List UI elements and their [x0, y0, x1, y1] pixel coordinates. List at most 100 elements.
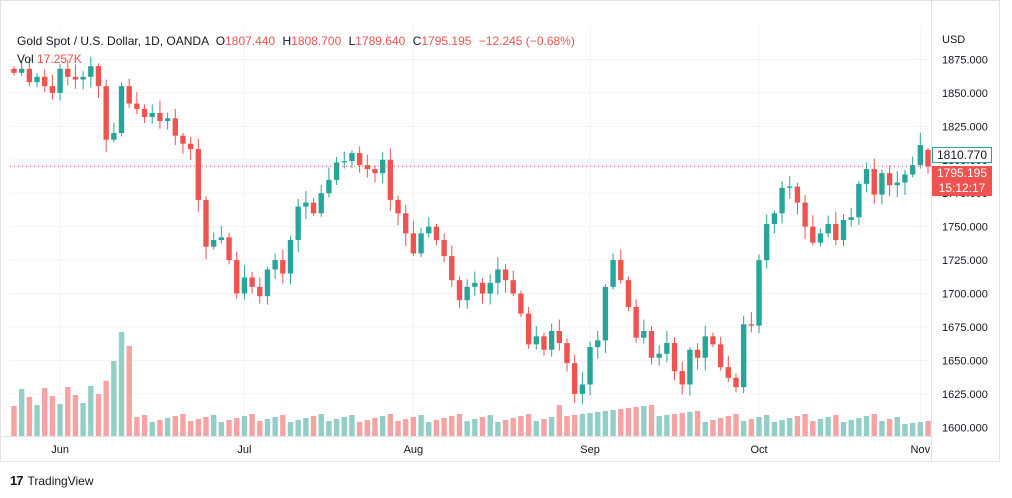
volume-bar — [533, 421, 539, 436]
y-tick-label: 1725.000 — [942, 255, 988, 267]
volume-bar — [333, 419, 340, 436]
low-value: 1789.640 — [355, 34, 406, 48]
candle-body — [495, 269, 501, 283]
candle-body — [264, 269, 271, 297]
volume-bar — [49, 396, 56, 436]
candle-body — [372, 169, 378, 174]
candle-body — [886, 173, 893, 186]
volume-bar — [72, 395, 79, 436]
candle-body — [310, 202, 317, 214]
volume-bar — [11, 406, 17, 436]
candle-body — [141, 108, 148, 117]
candle-body — [572, 363, 578, 394]
volume-bar — [80, 403, 86, 436]
candle-body — [164, 118, 171, 121]
candle-body — [825, 223, 831, 234]
volume-bar — [587, 413, 593, 436]
candle-body — [894, 182, 900, 186]
candle-body — [403, 213, 409, 234]
volume-bar — [456, 414, 463, 436]
candle-body — [118, 86, 125, 134]
volume-bar — [625, 408, 632, 436]
volume-bar — [187, 421, 194, 436]
volume-bar — [756, 417, 762, 436]
candle-body — [387, 159, 394, 200]
candle-body — [564, 343, 570, 364]
price-chart[interactable]: 1875.0001850.0001825.0001800.0001775.000… — [0, 0, 1012, 462]
volume-bar — [141, 415, 148, 436]
volume-bar — [771, 422, 778, 436]
volume-bar — [879, 421, 885, 436]
volume-label: Vol — [17, 52, 34, 66]
candle-body — [18, 68, 25, 73]
candle-body — [80, 76, 86, 80]
volume-bar — [648, 405, 655, 436]
candle-body — [664, 343, 670, 354]
candle-body — [195, 149, 202, 200]
volume-bar — [572, 415, 578, 436]
volume-bar — [548, 417, 555, 436]
candle-body — [218, 237, 225, 241]
volume-bar — [372, 418, 378, 436]
candle-body — [479, 282, 486, 294]
candle-body — [502, 269, 509, 281]
candle-body — [11, 68, 17, 73]
candle-body — [610, 260, 616, 287]
candle-body — [272, 260, 278, 270]
high-label: H — [282, 34, 292, 48]
candle-body — [856, 183, 862, 218]
volume-bar — [886, 419, 893, 436]
candle-body — [641, 330, 647, 338]
volume-bar — [687, 412, 693, 436]
candle-body — [510, 280, 516, 294]
volume-bar — [833, 415, 839, 436]
candle-body — [725, 367, 731, 378]
candle-body — [295, 206, 301, 241]
volume-bar — [817, 419, 824, 436]
y-tick-label: 1825.000 — [942, 121, 988, 133]
volume-bar — [341, 417, 347, 436]
volume-bar — [403, 419, 409, 436]
volume-bar — [164, 418, 171, 436]
volume-bar — [464, 421, 470, 436]
volume-bar — [426, 422, 432, 436]
volume-bar — [418, 415, 424, 436]
candle-body — [180, 135, 186, 144]
candle-body — [472, 282, 478, 287]
volume-bar — [787, 418, 793, 436]
tradingview-brand[interactable]: 17 TradingView — [10, 473, 94, 488]
candle-body — [687, 349, 693, 385]
candle-body — [249, 277, 255, 287]
volume-bar — [157, 420, 163, 436]
candle-body — [909, 165, 916, 175]
candle-body — [26, 68, 33, 83]
candle-body — [341, 161, 347, 163]
volume-bar — [664, 415, 670, 436]
candle-body — [410, 233, 417, 254]
candle-body — [764, 223, 770, 261]
candle-body — [879, 173, 885, 195]
volume-bar — [717, 418, 724, 436]
candle-body — [710, 336, 716, 345]
volume-bar — [641, 406, 647, 436]
volume-bar — [802, 414, 808, 436]
axes: 1875.0001850.0001825.0001800.0001775.000… — [0, 0, 988, 461]
y-tick-label: 1700.000 — [942, 289, 988, 301]
candle-body — [126, 86, 132, 104]
candle-body — [848, 217, 854, 220]
volume-bar — [295, 420, 301, 436]
x-tick-label: Jun — [51, 444, 69, 456]
grid — [10, 26, 931, 436]
volume-legend: Vol 17.257K — [17, 52, 82, 66]
volume-bar — [395, 421, 401, 436]
volume-bar — [671, 414, 678, 436]
tradingview-logo-icon: 17 — [10, 473, 24, 488]
volume-bar — [303, 418, 309, 436]
volume-bar — [871, 414, 877, 436]
candle-body — [88, 66, 94, 77]
volume-bar — [479, 417, 486, 436]
volume-bar — [26, 397, 33, 436]
candle-body — [717, 344, 724, 368]
currency-label: USD — [942, 34, 966, 46]
candle-body — [287, 240, 294, 274]
